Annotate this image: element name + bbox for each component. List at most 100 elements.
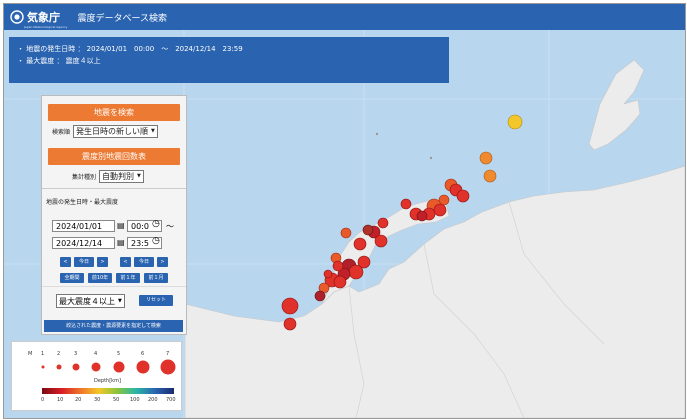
search-conditions-banner: ・ 地震の発生日時 ： 2024/01/01 00:00 ～ 2024/12/1… [9,37,449,83]
start-next-button[interactable]: > [97,257,108,267]
divider [42,188,186,189]
island [375,132,379,136]
intensity-select-value: 最大震度４以上 [59,296,115,306]
condition-datetime: ・ 地震の発生日時 ： 2024/01/01 00:00 ～ 2024/12/1… [17,45,243,53]
page-title: 震度データベース検索 [77,13,167,24]
magnitude-dot [136,360,150,374]
earthquake-marker[interactable] [333,275,347,289]
clock-icon[interactable]: ◷ [152,219,160,229]
calendar-icon[interactable]: ▤ [117,238,125,247]
magnitude-tick: 5 [117,351,121,357]
earthquake-marker[interactable] [416,210,428,222]
depth-label: Depth[km] [94,378,121,384]
depth-tick: 200 [148,397,158,403]
earthquake-marker[interactable] [479,151,493,165]
jma-logo[interactable]: 気象庁 Japan Meteorological Agency [10,6,67,29]
calendar-icon[interactable]: ▤ [117,221,125,230]
magnitude-tick: 4 [94,351,98,357]
magnitude-dot [113,361,125,373]
depth-tick: 20 [75,397,82,403]
magnitude-dot [91,362,101,372]
magnitude-tick: 3 [74,351,78,357]
earthquake-marker[interactable] [332,260,344,272]
app-header: 気象庁 Japan Meteorological Agency 震度データベース… [4,4,685,30]
earthquake-marker[interactable] [483,169,497,183]
aggregation-select[interactable]: 自動判別 ▼ [99,170,144,183]
earthquake-marker[interactable] [357,255,371,269]
earthquake-marker[interactable] [323,269,333,279]
quick-10y-button[interactable]: 前10年 [88,273,112,283]
map[interactable] [4,4,685,418]
map-legend: M 1 2 3 4 5 6 7 [11,341,182,411]
end-time-input[interactable]: 23:5 [127,237,162,249]
earthquake-marker[interactable] [283,317,297,331]
land-sado [588,59,645,151]
app-window: 気象庁 Japan Meteorological Agency 震度データベース… [3,3,686,419]
reset-button[interactable]: リセット [139,295,173,306]
depth-tick: 700 [166,397,176,403]
earthquake-marker[interactable] [362,224,374,236]
start-time-input[interactable]: 00:0 [127,220,162,232]
magnitude-dot [56,364,62,370]
earthquake-marker[interactable] [340,227,352,239]
earthquake-marker[interactable] [433,203,447,217]
earthquake-marker[interactable] [314,290,326,302]
earthquake-marker[interactable] [377,217,389,229]
sort-label: 検索順 [52,129,71,136]
sort-select-value: 発生日時の新しい順 [76,127,149,136]
aggregation-label: 集計種別 [72,174,97,181]
earthquake-marker[interactable] [438,194,450,206]
magnitude-tick: 2 [57,351,61,357]
magnitude-tick: 1 [41,351,45,357]
magnitude-tick: 7 [166,351,170,357]
depth-tick: 0 [41,397,45,403]
sort-select[interactable]: 発生日時の新しい順 ▼ [73,125,158,138]
logo-subtext: Japan Meteorological Agency [24,24,68,29]
depth-color-bar [42,388,174,394]
depth-tick: 50 [113,397,120,403]
depth-tick: 10 [57,397,64,403]
start-prev-button[interactable]: < [60,257,71,267]
end-next-button[interactable]: > [157,257,168,267]
divider [42,286,186,287]
end-today-button[interactable]: 今日 [134,257,154,267]
jma-logo-icon [10,10,24,24]
earthquake-marker[interactable] [507,114,523,130]
condition-intensity: ・ 最大震度 ： 震度４以上 [17,57,101,65]
start-date-input[interactable]: 2024/01/01 [52,220,115,232]
magnitude-tick: 6 [141,351,145,357]
chevron-down-icon: ▼ [151,128,155,134]
start-today-button[interactable]: 今日 [74,257,94,267]
magnitude-dot [41,365,45,369]
logo-text: 気象庁 [27,10,60,24]
end-date-input[interactable]: 2024/12/14 [52,237,115,249]
earthquake-marker[interactable] [348,264,364,280]
end-prev-button[interactable]: < [120,257,131,267]
section-title: 地震の発生日時・最大震度 [46,199,119,206]
earthquake-marker[interactable] [353,237,367,251]
magnitude-dot [160,359,176,375]
search-earthquakes-button[interactable]: 地震を検索 [48,104,180,121]
earthquake-marker[interactable] [281,297,299,315]
filtered-search-button[interactable]: 絞込された震度・震源要素を指定して検索 [44,320,183,332]
chevron-down-icon: ▼ [118,297,122,304]
island [429,156,433,160]
intensity-count-table-button[interactable]: 震度別地震回数表 [48,148,180,165]
quick-1y-button[interactable]: 前１年 [116,273,140,283]
magnitude-label: M [28,351,33,357]
earthquake-marker[interactable] [456,189,470,203]
search-panel: 地震を検索 検索順 発生日時の新しい順 ▼ 震度別地震回数表 集計種別 自動判別… [41,95,187,335]
quick-all-button[interactable]: 全期間 [60,273,84,283]
prefecture-borders [348,201,605,418]
chevron-down-icon: ▼ [137,173,141,179]
intensity-select[interactable]: 最大震度４以上 ▼ [56,294,125,308]
clock-icon[interactable]: ◷ [152,236,160,246]
earthquake-marker[interactable] [374,234,388,248]
depth-tick: 30 [94,397,101,403]
range-tilde: ～ [166,222,174,231]
earthquake-marker[interactable] [400,198,412,210]
depth-tick: 100 [130,397,140,403]
magnitude-dot [72,363,80,371]
quick-1m-button[interactable]: 前１月 [144,273,168,283]
earthquake-markers[interactable] [281,114,523,331]
